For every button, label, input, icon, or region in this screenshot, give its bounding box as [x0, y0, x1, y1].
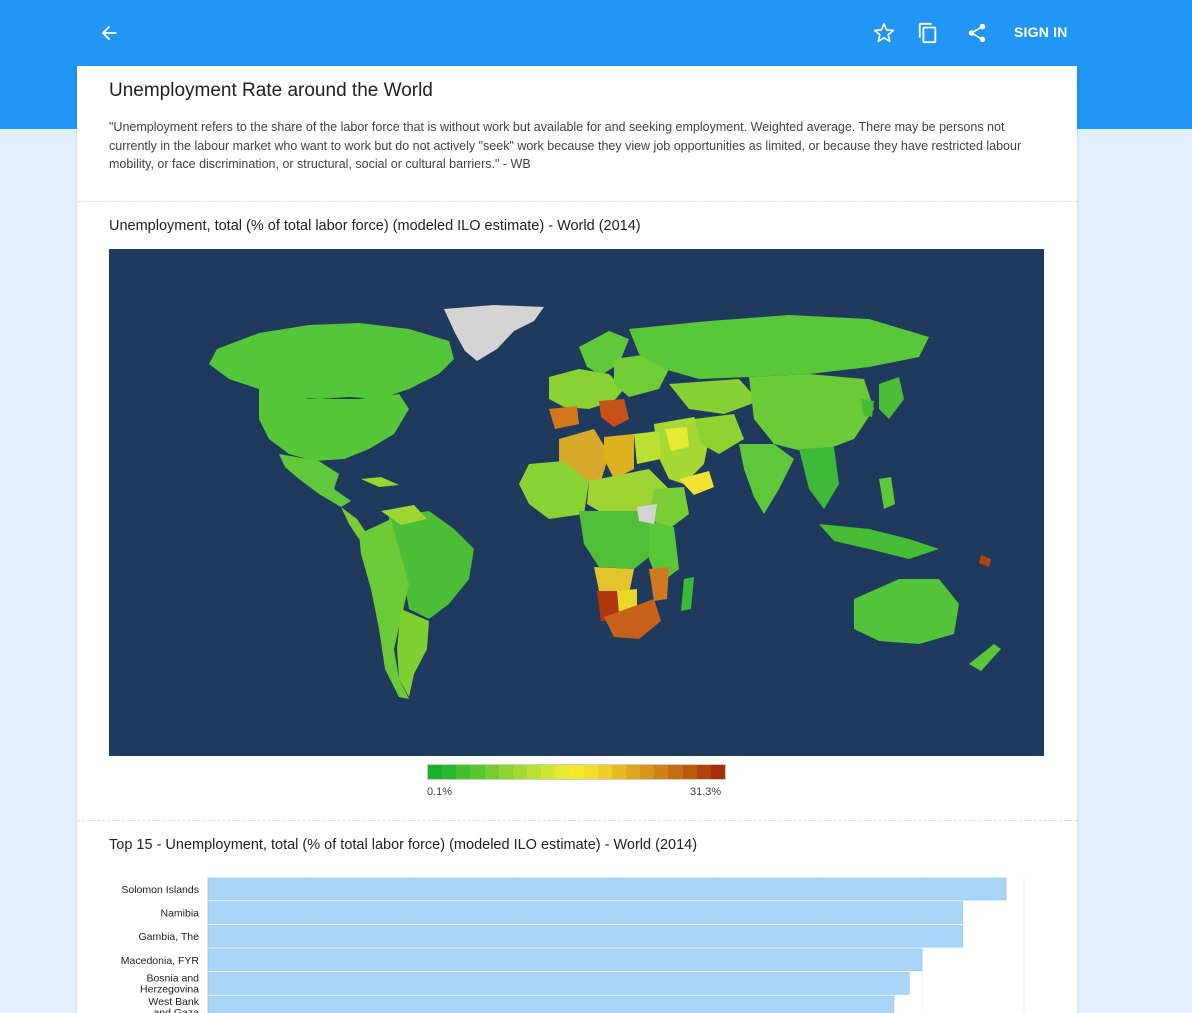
region-southeast-asia: [799, 447, 839, 509]
country-iran: [694, 414, 744, 454]
country-yemen: [679, 471, 714, 495]
legend-swatch: [583, 765, 598, 779]
bar-macedonia-fyr[interactable]: [207, 948, 923, 972]
country-greenland: [444, 305, 544, 361]
country-russia: [629, 315, 929, 379]
legend-swatch: [428, 765, 443, 779]
legend-swatch: [526, 765, 542, 779]
legend-swatch: [668, 765, 683, 779]
map-legend-gradient: [427, 764, 726, 780]
world-map[interactable]: [109, 249, 1044, 756]
share-icon[interactable]: [962, 18, 992, 48]
bar-west-bank-and-gaza[interactable]: [207, 995, 895, 1013]
country-korea: [861, 399, 874, 417]
back-arrow-icon[interactable]: [94, 18, 124, 48]
legend-swatch: [498, 765, 513, 779]
legend-swatch: [456, 765, 471, 779]
legend-swatch: [555, 765, 570, 779]
legend-swatch: [512, 765, 527, 779]
country-new-zealand: [969, 644, 1001, 671]
country-australia: [854, 579, 959, 644]
country-angola: [594, 567, 634, 594]
legend-swatch: [470, 765, 485, 779]
divider: [77, 820, 1077, 821]
country-libya: [604, 434, 634, 479]
content-card: Unemployment Rate around the World "Unem…: [77, 66, 1077, 1013]
bar-label: West Bank and Gaza: [148, 996, 199, 1013]
legend-swatch: [597, 765, 612, 779]
legend-swatch: [696, 765, 711, 779]
bar-bosnia-and-herzegovina[interactable]: [207, 972, 910, 995]
bar-namibia[interactable]: [207, 901, 964, 924]
copy-icon[interactable]: [913, 18, 943, 48]
country-argentina: [397, 609, 429, 697]
region-balkans: [599, 399, 629, 427]
region-western-europe: [549, 369, 624, 409]
legend-swatch: [654, 765, 669, 779]
region-central-asia: [669, 379, 759, 414]
region-caribbean: [361, 477, 399, 487]
country-iraq: [665, 427, 689, 451]
star-icon[interactable]: [869, 18, 899, 48]
region-sahel: [587, 469, 669, 514]
legend-min-label: 0.1%: [427, 786, 453, 798]
bar-gambia-the[interactable]: [207, 924, 964, 948]
page-title: Unemployment Rate around the World: [109, 80, 433, 101]
country-canada: [209, 323, 454, 399]
bar-label: Solomon Islands: [121, 884, 199, 896]
region-central-africa: [579, 511, 659, 569]
country-somalia: [637, 504, 657, 524]
region-eastern-europe: [614, 354, 669, 397]
region-west-africa: [519, 461, 589, 519]
bar-label: Namibia: [160, 908, 199, 920]
bar-label: Macedonia, FYR: [121, 955, 200, 967]
legend-swatch: [541, 765, 556, 779]
country-venezuela: [381, 505, 427, 525]
divider: [77, 201, 1077, 202]
country-spain: [549, 406, 579, 429]
country-india: [739, 444, 794, 514]
legend-swatch: [611, 765, 626, 779]
country-china: [749, 374, 874, 454]
legend-swatch: [625, 765, 641, 779]
chart-title: Top 15 - Unemployment, total (% of total…: [109, 837, 698, 853]
country-solomon-islands: [979, 555, 991, 567]
country-japan: [879, 377, 904, 419]
region-horn-of-africa: [649, 487, 689, 529]
legend-max-label: 31.3%: [690, 786, 722, 798]
country-madagascar: [681, 577, 694, 611]
region-central-america: [341, 507, 367, 539]
country-brazil: [389, 511, 474, 619]
country-egypt: [634, 431, 661, 464]
legend-swatch: [484, 765, 499, 779]
bar-label: Bosnia and Herzegovina: [140, 972, 199, 995]
bar-solomon-islands[interactable]: [207, 877, 1007, 901]
legend-swatch: [569, 765, 584, 779]
country-mozambique: [649, 567, 669, 601]
legend-swatch: [710, 765, 725, 779]
bar-label: Gambia, The: [138, 931, 199, 943]
map-title: Unemployment, total (% of total labor fo…: [109, 218, 641, 234]
country-south-africa: [604, 599, 661, 639]
page-description: "Unemployment refers to the share of the…: [109, 120, 1022, 172]
region-andes: [359, 519, 409, 699]
legend-swatch: [682, 765, 697, 779]
country-namibia: [597, 591, 619, 621]
top15-bar-chart: Solomon Islands Namibia Gambia, The Macedon…: [121, 876, 1025, 1013]
sign-in-button[interactable]: SIGN IN: [1014, 24, 1068, 40]
country-philippines: [879, 477, 895, 509]
region-indonesia: [819, 524, 939, 559]
legend-swatch: [442, 765, 457, 779]
country-mexico: [279, 454, 351, 507]
country-usa: [259, 389, 409, 461]
legend-swatch: [640, 765, 655, 779]
